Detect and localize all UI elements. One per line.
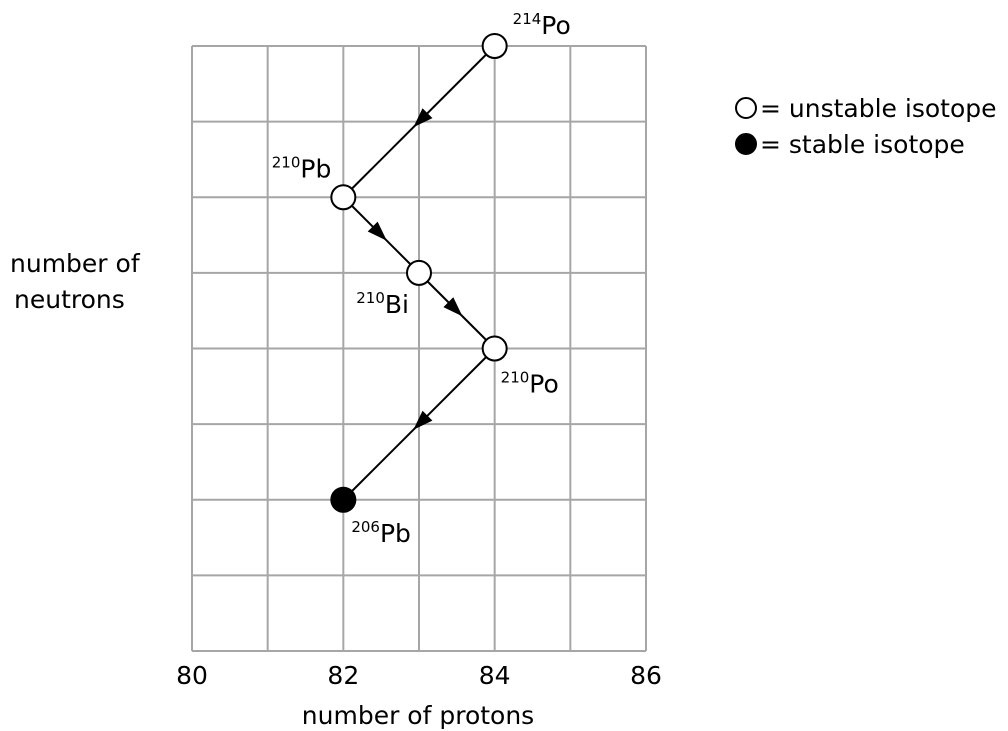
x-axis-tick-labels: 80 82 84 86 xyxy=(176,661,662,690)
legend-unstable-label: = unstable isotope xyxy=(760,94,997,123)
isotope-element-symbol: Po xyxy=(529,370,558,399)
isotope-mass-number: 210 xyxy=(356,289,385,307)
isotope-element-symbol: Pb xyxy=(300,154,331,183)
decay-arrowhead xyxy=(413,108,433,128)
isotope-label-206-pb: 206Pb xyxy=(351,518,411,548)
isotope-element-symbol: Bi xyxy=(385,290,409,319)
legend: = unstable isotope = stable isotope xyxy=(735,94,997,159)
x-tick-label: 80 xyxy=(176,661,208,690)
y-axis-label-line-2: neutrons xyxy=(14,285,125,314)
stable-isotope-marker xyxy=(330,486,357,513)
legend-stable-marker xyxy=(735,133,757,155)
x-tick-label: 84 xyxy=(479,661,511,690)
x-tick-label: 86 xyxy=(630,661,662,690)
isotope-mass-number: 210 xyxy=(501,369,530,387)
decay-arrowhead xyxy=(367,221,387,241)
unstable-isotope-marker xyxy=(330,184,357,211)
unstable-isotope-marker xyxy=(481,33,508,59)
x-tick-label: 82 xyxy=(327,661,359,690)
legend-unstable-marker xyxy=(735,97,757,119)
isotope-mass-number: 210 xyxy=(272,153,301,171)
isotope-mass-number: 214 xyxy=(513,10,542,28)
decay-arrowhead xyxy=(413,410,433,430)
y-axis-label-line-1: number of xyxy=(10,249,141,278)
isotope-label-210-bi: 210Bi xyxy=(356,289,409,319)
unstable-isotope-marker xyxy=(406,259,432,286)
isotope-element-symbol: Pb xyxy=(380,519,411,548)
legend-stable-label: = stable isotope xyxy=(760,130,965,159)
isotope-mass-number: 206 xyxy=(351,518,380,536)
isotope-label-210-pb: 210Pb xyxy=(272,153,332,183)
isotope-label-210-po: 210Po xyxy=(501,369,559,399)
isotope-label-214-po: 214Po xyxy=(513,10,571,40)
isotope-element-symbol: Po xyxy=(541,11,570,40)
unstable-isotope-marker xyxy=(481,335,508,362)
isotope-markers xyxy=(330,33,508,513)
decay-arrowhead xyxy=(443,297,463,317)
grid xyxy=(191,45,647,652)
x-axis-label: number of protons xyxy=(302,701,534,730)
decay-arrows xyxy=(351,53,487,492)
